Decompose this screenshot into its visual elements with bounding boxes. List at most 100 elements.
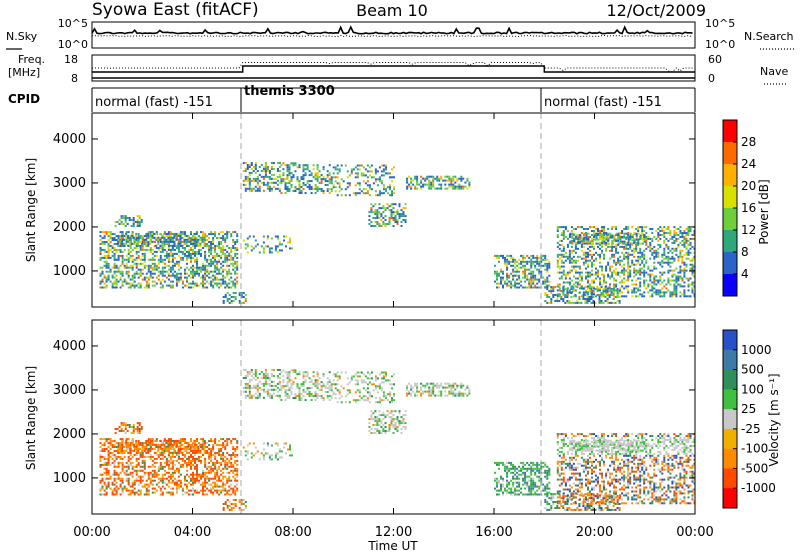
power-cell <box>683 271 686 274</box>
power-cell <box>173 242 176 245</box>
power-cell <box>194 235 196 238</box>
power-cell <box>123 242 126 245</box>
power-cell <box>637 289 640 292</box>
power-cell <box>580 257 583 260</box>
power-cell <box>460 185 463 188</box>
power-cell <box>616 300 619 302</box>
power-cell <box>603 281 605 284</box>
velocity-cell <box>230 503 233 505</box>
power-cell <box>151 240 154 243</box>
power-cell <box>179 272 182 275</box>
velocity-cell <box>169 438 172 441</box>
velocity-cell <box>194 457 196 460</box>
power-cell <box>675 253 678 256</box>
power-cell <box>631 295 634 298</box>
velocity-cell <box>117 463 120 466</box>
power-cell <box>306 166 309 169</box>
power-cell <box>216 254 219 257</box>
power-cell <box>582 228 585 230</box>
power-cell <box>562 285 565 288</box>
power-cell <box>218 272 221 275</box>
power-cell <box>139 268 142 271</box>
velocity-cell <box>244 382 247 385</box>
velocity-cell <box>169 493 172 496</box>
power-cell <box>234 286 237 289</box>
power-cell <box>615 245 618 248</box>
power-cell <box>679 295 682 298</box>
power-cell <box>576 241 579 244</box>
power-cell <box>121 245 124 247</box>
power-cell <box>151 231 154 234</box>
velocity-cell <box>196 463 198 466</box>
power-cell <box>587 232 590 235</box>
power-cell <box>528 260 531 263</box>
power-cell <box>226 231 229 234</box>
power-cell <box>222 252 225 255</box>
power-cell <box>155 254 158 257</box>
power-cell <box>460 179 463 182</box>
power-cell <box>234 252 237 255</box>
velocity-cell <box>151 475 154 478</box>
power-cell <box>149 233 152 236</box>
velocity-cell <box>195 445 198 448</box>
power-cell <box>633 275 636 278</box>
velocity-cell <box>139 481 142 484</box>
velocity-cell <box>186 469 188 472</box>
power-cell <box>629 275 632 278</box>
power-cell <box>625 236 628 239</box>
power-cell <box>691 271 694 274</box>
power-cell <box>506 260 509 263</box>
velocity-cell <box>107 442 110 445</box>
velocity-cell <box>99 450 102 452</box>
power-cell <box>657 253 660 256</box>
power-cell <box>665 261 668 264</box>
velocity-cell <box>163 439 166 442</box>
velocity-cell <box>167 491 170 494</box>
power-cell <box>651 293 654 296</box>
velocity-cell <box>238 499 241 501</box>
velocity-cell <box>117 451 120 454</box>
velocity-cell <box>121 463 124 466</box>
power-cell <box>133 262 136 265</box>
power-cell <box>316 178 319 181</box>
velocity-cell <box>192 457 194 460</box>
power-cell <box>163 240 166 243</box>
power-cell <box>196 270 198 273</box>
power-cell <box>641 253 644 256</box>
power-cell <box>256 181 259 184</box>
power-cell <box>153 250 156 253</box>
power-cell <box>125 266 128 269</box>
power-cell <box>683 291 686 294</box>
power-cell <box>169 274 172 277</box>
power-cell <box>566 281 569 284</box>
velocity-cell <box>123 487 126 490</box>
power-cell <box>522 266 525 269</box>
power-cell <box>274 181 277 184</box>
power-cell <box>436 175 439 178</box>
velocity-cell <box>138 428 141 430</box>
power-cell <box>366 176 369 179</box>
velocity-cell <box>139 443 142 446</box>
power-cell <box>184 284 186 287</box>
velocity-cell <box>119 445 122 448</box>
power-cell <box>350 172 353 175</box>
power-cell <box>639 234 642 237</box>
power-cell <box>502 256 504 259</box>
velocity-cell <box>192 493 194 496</box>
power-cell <box>187 238 190 241</box>
power-cell <box>101 243 104 245</box>
velocity-cell <box>203 443 206 446</box>
power-cell <box>456 177 459 180</box>
power-cell <box>468 185 471 188</box>
velocity-cell <box>208 455 211 458</box>
power-cell <box>165 250 168 253</box>
power-cell <box>167 268 170 271</box>
power-cell <box>284 184 287 186</box>
power-cell <box>607 293 610 296</box>
power-cell <box>631 243 634 246</box>
power-cell <box>534 266 537 269</box>
power-cell <box>149 264 152 267</box>
power-cell <box>566 291 569 294</box>
velocity-cell <box>214 452 217 454</box>
power-cell <box>103 276 106 279</box>
